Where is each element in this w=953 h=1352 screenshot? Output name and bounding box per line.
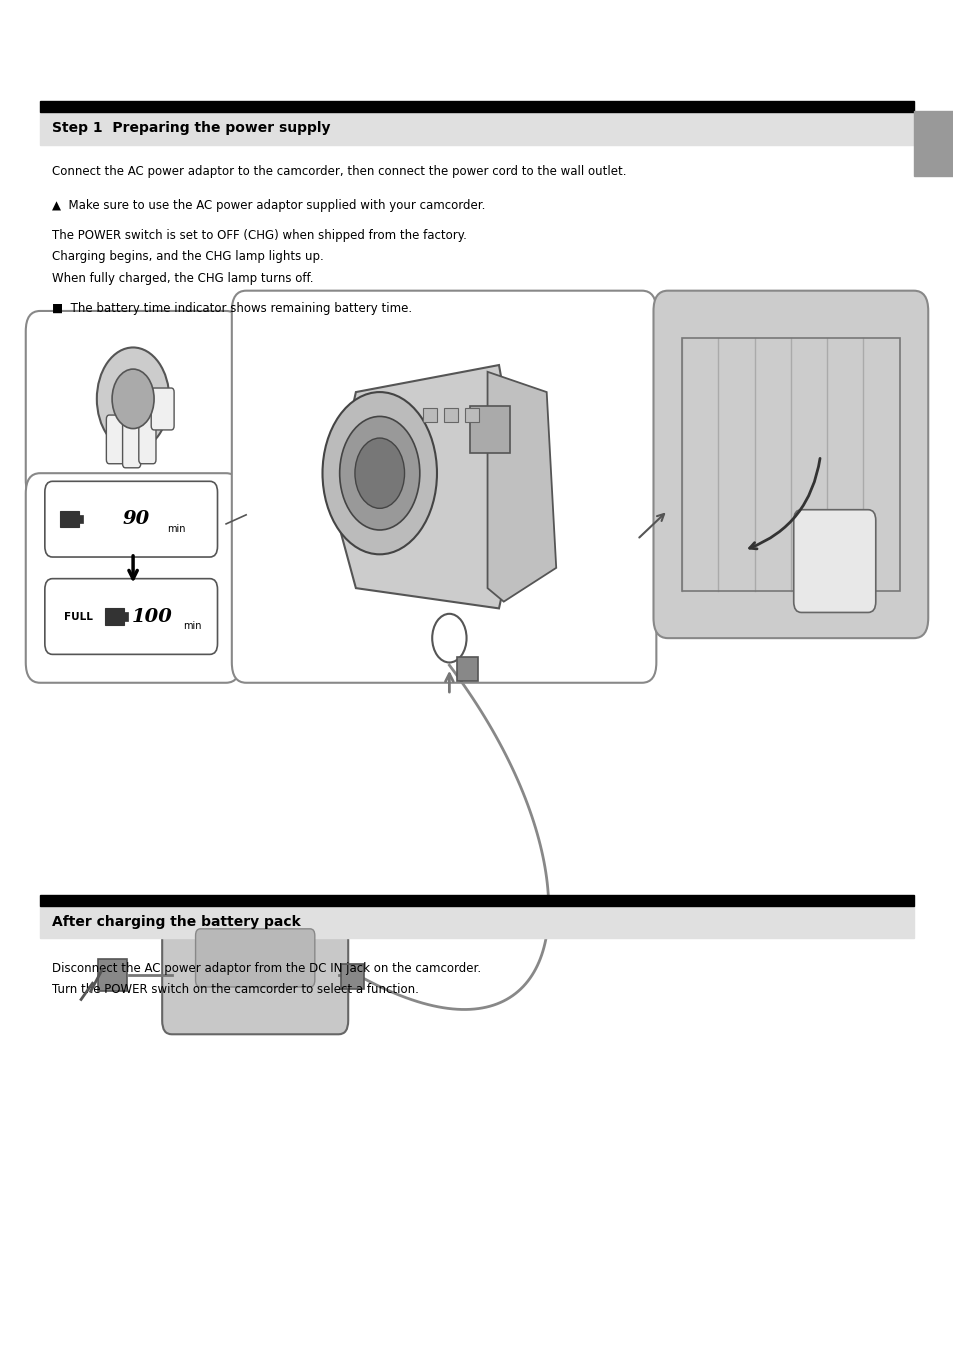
FancyBboxPatch shape — [45, 481, 217, 557]
Bar — [470, 406, 510, 453]
Circle shape — [97, 347, 170, 450]
Text: Charging begins, and the CHG lamp lights up.: Charging begins, and the CHG lamp lights… — [52, 250, 324, 264]
FancyBboxPatch shape — [26, 311, 240, 500]
FancyBboxPatch shape — [793, 510, 875, 612]
Circle shape — [322, 392, 436, 554]
Polygon shape — [332, 365, 522, 608]
Circle shape — [112, 369, 154, 429]
Circle shape — [432, 614, 466, 662]
Text: min: min — [167, 523, 186, 534]
Bar — [681, 338, 899, 591]
Bar — [913, 111, 953, 176]
Text: Connect the AC power adaptor to the camcorder, then connect the power cord to th: Connect the AC power adaptor to the camc… — [52, 165, 626, 178]
FancyBboxPatch shape — [232, 291, 656, 683]
Text: 100: 100 — [132, 607, 172, 626]
Bar — [443, 408, 457, 422]
Bar — [340, 964, 364, 988]
Bar — [105, 608, 124, 625]
Circle shape — [339, 416, 419, 530]
Bar — [422, 408, 436, 422]
Bar — [40, 906, 913, 938]
FancyBboxPatch shape — [107, 415, 124, 464]
FancyBboxPatch shape — [162, 906, 348, 1034]
FancyBboxPatch shape — [45, 579, 217, 654]
FancyBboxPatch shape — [122, 415, 141, 468]
Text: The POWER switch is set to OFF (CHG) when shipped from the factory.: The POWER switch is set to OFF (CHG) whe… — [52, 228, 467, 242]
Bar — [79, 515, 83, 523]
Text: Step 1  Preparing the power supply: Step 1 Preparing the power supply — [52, 122, 331, 135]
FancyBboxPatch shape — [139, 415, 156, 464]
Text: 90: 90 — [123, 510, 150, 529]
Bar — [464, 408, 478, 422]
Text: When fully charged, the CHG lamp turns off.: When fully charged, the CHG lamp turns o… — [52, 272, 314, 285]
Text: ▲  Make sure to use the AC power adaptor supplied with your camcorder.: ▲ Make sure to use the AC power adaptor … — [52, 199, 485, 212]
Circle shape — [355, 438, 404, 508]
Bar — [98, 959, 127, 991]
Text: Disconnect the AC power adaptor from the DC IN jack on the camcorder.: Disconnect the AC power adaptor from the… — [52, 961, 481, 975]
Polygon shape — [487, 372, 556, 602]
Text: FULL: FULL — [64, 611, 92, 622]
Bar — [40, 112, 913, 145]
Text: ■  The battery time indicator shows remaining battery time.: ■ The battery time indicator shows remai… — [52, 301, 412, 315]
FancyBboxPatch shape — [653, 291, 927, 638]
FancyBboxPatch shape — [151, 388, 173, 430]
Bar — [456, 657, 477, 681]
Bar — [40, 101, 913, 112]
Bar — [60, 511, 79, 527]
Bar — [40, 895, 913, 906]
Text: Turn the POWER switch on the camcorder to select a function.: Turn the POWER switch on the camcorder t… — [52, 983, 419, 996]
FancyBboxPatch shape — [195, 929, 314, 987]
Text: min: min — [183, 621, 202, 631]
Bar — [124, 612, 128, 621]
Text: After charging the battery pack: After charging the battery pack — [52, 915, 301, 929]
FancyBboxPatch shape — [26, 473, 240, 683]
